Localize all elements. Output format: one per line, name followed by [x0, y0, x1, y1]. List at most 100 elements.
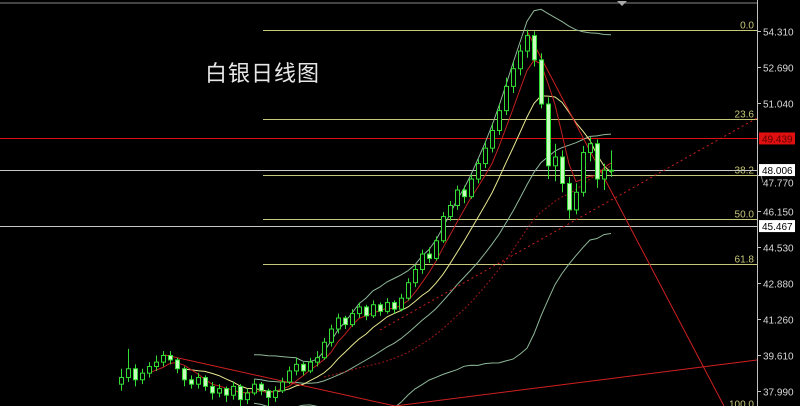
candle-body	[476, 163, 481, 180]
candle-body	[343, 317, 348, 326]
candle-body	[441, 216, 446, 242]
trendline-down-from-high[interactable]	[526, 30, 725, 406]
candle	[133, 364, 138, 387]
candle	[602, 163, 607, 191]
ma-long-line	[323, 165, 612, 378]
horizontal-lines[interactable]	[0, 138, 757, 227]
candle	[224, 386, 229, 402]
candle-body	[126, 368, 131, 379]
candle-body	[329, 328, 334, 343]
candle	[350, 309, 355, 327]
candle-body	[231, 385, 236, 396]
price-badge-label: 45.467	[762, 222, 793, 233]
candle	[588, 137, 593, 162]
candle-body	[504, 85, 509, 112]
candle-body	[567, 182, 572, 211]
candle-body	[364, 306, 369, 317]
chart-shift-marker-icon[interactable]	[617, 1, 627, 6]
candle	[595, 139, 600, 188]
candle	[329, 324, 334, 347]
candle-body	[336, 317, 341, 330]
candle	[301, 362, 306, 376]
candle	[371, 300, 376, 319]
candle-body	[378, 304, 383, 312]
candle-body	[189, 379, 194, 385]
candle	[392, 300, 397, 314]
axis-tick-label: 46.150	[763, 208, 794, 219]
candle-body	[308, 361, 313, 372]
candle-body	[287, 370, 292, 383]
candle	[427, 247, 432, 263]
candle-body	[147, 366, 152, 374]
candle-body	[140, 372, 145, 381]
candle	[287, 366, 292, 385]
axis-tick-leader	[760, 175, 764, 183]
price-line-badge	[759, 164, 795, 177]
candle	[245, 388, 250, 405]
candle-body	[168, 355, 173, 361]
candle-body	[574, 191, 579, 211]
current-price-badge	[759, 132, 795, 145]
price-badge-label: 49.439	[762, 134, 793, 145]
trendline-early-down[interactable]	[164, 354, 396, 406]
candle-body	[434, 240, 439, 259]
candle-body	[420, 253, 425, 270]
candle-body	[350, 313, 355, 326]
candle-body	[238, 385, 243, 401]
candle	[518, 44, 523, 76]
candle	[189, 375, 194, 389]
candle-body	[511, 68, 516, 87]
candle	[483, 141, 488, 168]
candle	[609, 150, 614, 177]
candle-body	[315, 357, 320, 363]
price-badge-label: 48.006	[762, 166, 793, 177]
candle-body	[175, 359, 180, 370]
bollinger-upper-band	[253, 8, 612, 363]
candles	[119, 29, 614, 406]
candle-body	[301, 363, 306, 372]
candle	[266, 388, 271, 406]
chart-title: 白银日线图	[205, 62, 321, 87]
candle	[273, 386, 278, 402]
trend-lines[interactable]	[164, 30, 758, 406]
candle-body	[427, 253, 432, 259]
candle-body	[161, 355, 166, 363]
candle	[553, 143, 558, 182]
candle	[581, 145, 586, 197]
candle	[476, 159, 481, 184]
fib-level-label: 0.0	[740, 21, 754, 32]
candle	[406, 278, 411, 301]
candle-body	[581, 152, 586, 193]
candle	[119, 368, 124, 391]
trendline-support[interactable]	[394, 359, 758, 406]
candle	[539, 53, 544, 109]
price-axis[interactable]: 54.310 52.690 51.040 47.770 46.150 44.530 42.8…	[757, 28, 795, 399]
price-line-badge	[759, 220, 795, 233]
candle	[511, 62, 516, 93]
candle-body	[259, 383, 264, 392]
candle-body	[448, 204, 453, 218]
candle	[462, 185, 467, 204]
axis-tick-label: 39.610	[763, 352, 794, 363]
candle	[378, 302, 383, 316]
candle	[231, 381, 236, 400]
candle-body	[203, 377, 208, 387]
candle	[532, 31, 537, 67]
axis-tick-label: 44.530	[763, 244, 794, 255]
candle-body	[182, 368, 187, 381]
trendline-dotted[interactable]	[379, 117, 758, 331]
candle-body	[595, 143, 600, 180]
candle	[196, 373, 201, 389]
candle-body	[266, 390, 271, 398]
candle	[399, 293, 404, 312]
candle	[126, 348, 131, 382]
candle-body	[490, 129, 495, 149]
fib-level-label: 50.0	[735, 210, 755, 221]
candle-body	[196, 377, 201, 385]
candle	[140, 368, 145, 385]
fib-level-label: 61.8	[735, 255, 755, 266]
bollinger-middle-band	[253, 133, 612, 384]
candle-body	[133, 368, 138, 381]
